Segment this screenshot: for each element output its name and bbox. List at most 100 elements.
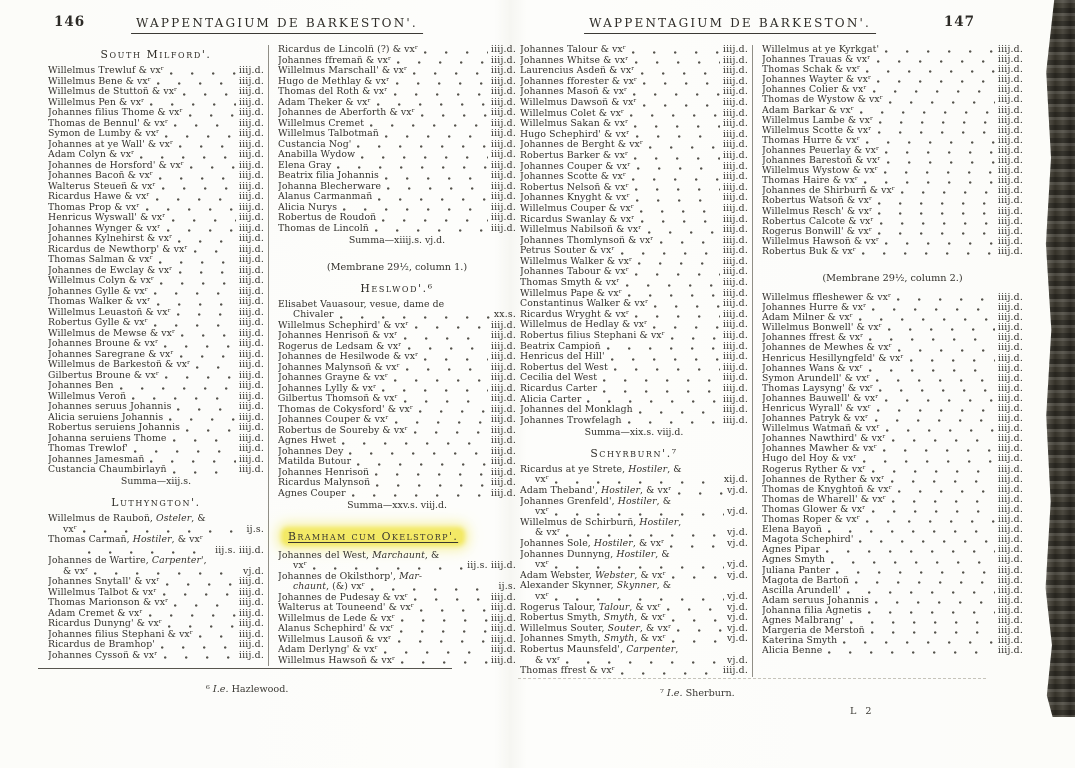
entry-name: Robertus Nelsoñ & vxʳ	[520, 182, 629, 193]
entry-row: Robertus de Soureby & vxʳ iiij.d.	[278, 426, 516, 437]
entry-amount: iiij.d.	[997, 373, 1023, 384]
entry-name: Petrus Souter & vxʳ	[520, 246, 615, 257]
entry-name: Willelmus Lausoñ & vxʳ	[278, 634, 392, 645]
dot-leader	[878, 211, 995, 215]
entry-amount: iiij.d.	[238, 129, 264, 139]
entry-row: Rogerus Bonwill' & vxʳ iiij.d.	[762, 227, 1023, 237]
dot-leader	[383, 650, 488, 654]
entry-amount: iiij.d.	[490, 150, 516, 160]
entry-name: Constantinus Walker & vxʳ	[520, 299, 649, 310]
dot-leader	[163, 656, 236, 659]
entry-amount: iiij.d.	[238, 160, 264, 171]
entry-row: Elena Gray iiij.d.	[278, 161, 516, 172]
entry-row: Margeria de Merstoñ iiij.d.	[762, 626, 1023, 636]
entry-amount: iiij.d.	[238, 192, 264, 202]
entry-amount: iiij.d.	[997, 484, 1023, 495]
entry-row: Thomas ffrest & vxʳ iiij.d.	[520, 666, 748, 677]
entry-amount: iiij.d.	[722, 362, 748, 373]
entry-row: Thomas Hurre & vxʳ iiij.d.	[762, 136, 1023, 146]
entry-name: Agnes Couper	[278, 488, 346, 499]
entry-amount: iiij.d.	[722, 66, 748, 77]
entry-name: Rogerus de Ledsam & vxʳ	[278, 341, 402, 352]
entry-name-continued: & vxʳ	[63, 566, 89, 577]
entry-row: Willelmus Resch' & vxʳ iiij.d.	[762, 207, 1023, 217]
entry-name: Ricardus de Newthorp' & vxʳ	[48, 244, 188, 255]
dot-leader	[628, 294, 720, 298]
left-page-header: 146 WAPPENTAGIUM DE BARKESTON'.	[38, 14, 516, 44]
entry-row: Johannes de Aberforth & vxʳ iiij.d.	[278, 108, 516, 119]
entry-name: Willelmus Sakan & vxʳ	[520, 119, 629, 130]
entry-row: Adam Derlyng' & vxʳ iiij.d.	[278, 645, 516, 656]
entry-name: Johannes de Hesilwode & vxʳ	[278, 352, 419, 362]
entry-row: Willelmus Souter, Souter, & vxʳ vj.d.	[520, 624, 748, 635]
entry-row: Thomas Smyth & vxʳ iiij.d.	[520, 278, 748, 289]
entry-amount: iiij.d.	[997, 414, 1023, 425]
entry-name: Willelmus Nabilsoñ & vxʳ	[520, 225, 642, 236]
dot-leader	[864, 181, 995, 185]
entry-row: Ricardus Hawe & vxʳ iiij.d.	[48, 192, 264, 203]
dot-leader	[898, 489, 995, 493]
dot-leader	[879, 221, 995, 225]
dot-leader	[633, 92, 720, 96]
dot-leader	[140, 155, 236, 159]
entry-row: Agnes Pipar iiij.d.	[762, 545, 1023, 555]
entry-row: Johannes Thomlynsoñ & vxʳ iiij.d.	[520, 236, 748, 247]
entry-row: Robertus del West iiij.d.	[520, 363, 748, 374]
entry-row: Robertus filius Stephani & vxʳ iiij.d.	[520, 331, 748, 342]
entry-name: Custancia Chaumbirlayñ	[48, 465, 167, 475]
dot-leader	[659, 241, 720, 245]
entry-row: Johannes at ye Wall' & vxʳ iiij.d.	[48, 140, 264, 151]
entry-name: Willelmus at ye Kyrkgat'	[762, 45, 880, 55]
dot-leader	[866, 520, 995, 524]
footnote-text: Hazlewood.	[231, 684, 289, 695]
dot-leader	[836, 570, 995, 574]
entry-name: Willelmus Walker & vxʳ	[520, 256, 633, 267]
dot-leader	[166, 229, 236, 232]
dot-leader	[401, 619, 488, 622]
entry-row: Willelmus Hawsoñ & vxʳ iiij.d.	[278, 656, 516, 667]
entry-amount: iiij.d.	[490, 488, 516, 499]
dot-leader	[671, 639, 724, 643]
entry-row: Johannes Malynsoñ & vxʳ iiij.d.	[278, 363, 516, 374]
entry-row: Elisabet Vauasour, vesue, dame de Chivale…	[278, 300, 516, 321]
entry-amount: iiij.d.	[997, 424, 1023, 435]
entry-name: Johannes filius Thome & vxʳ	[48, 108, 183, 118]
dot-leader	[632, 50, 720, 54]
dot-leader	[88, 551, 213, 554]
entry-name: Willelmus Pen & vxʳ	[48, 97, 145, 108]
summa-line: Summa—xiiij.s. vj.d.	[348, 234, 446, 246]
dot-leader	[155, 197, 236, 201]
entry-amount: iiij.d.	[238, 318, 264, 328]
entry-row: Rogerus Ryther & vxʳ iiij.d.	[762, 465, 1023, 475]
entry-row: Thomas de Lincolñ iiij.d.	[278, 224, 516, 235]
entry-amount: iiij.d.	[997, 303, 1023, 314]
dot-leader	[871, 510, 995, 514]
entry-name: Johannes fforester & vxʳ	[520, 76, 638, 87]
entry-row: Johannes de Shirburñ & vxʳ iiij.d.	[762, 186, 1023, 196]
entry-amount: iiij.d.	[997, 494, 1023, 505]
entry-amount: iiij.d.	[238, 608, 264, 619]
entry-name: Robertus Buk & vxʳ	[762, 246, 857, 257]
entry-name: Thomas Walker & vxʳ	[48, 297, 151, 307]
entry-name: Thomas de Cokysford' & vxʳ	[278, 404, 414, 415]
entry-amount: iiij.d.	[490, 213, 516, 223]
entry-row: Katerina Smyth iiij.d.	[762, 636, 1023, 646]
entry-row: Adam Theband', Hostiler, & vxʳ vj.d.	[520, 486, 748, 497]
dot-leader	[620, 251, 720, 255]
entry-name: Thomas de Wharell' & vxʳ	[762, 494, 887, 505]
entry-row: Walterus Steueñ & vxʳ iiij.d.	[48, 182, 264, 193]
entry-row: Beatrix Campioñ iiij.d.	[520, 342, 748, 353]
entry-name: Thomas del Roth & vxʳ	[278, 87, 388, 97]
entry-row: Robertus Watsoñ & vxʳ iiij.d.	[762, 196, 1023, 206]
entry-amount: iiij.d.	[490, 171, 516, 181]
entry-amount: iiij.d.	[238, 307, 264, 318]
dot-leader	[877, 409, 995, 413]
highlight-marker: Bramham cum Okelstorp'.	[284, 529, 463, 543]
dot-leader	[157, 82, 236, 85]
dot-leader	[174, 603, 236, 607]
entry-row: Willelmus de Mewse & vxʳ iiij.d.	[48, 329, 264, 340]
entry-name: Johannes Couper & vxʳ	[520, 161, 631, 172]
entry-row: Johannes Wynger & vxʳ iiij.d.	[48, 224, 264, 235]
entry-name: Johannes Grenfeld', Hostiler, &	[520, 496, 672, 507]
